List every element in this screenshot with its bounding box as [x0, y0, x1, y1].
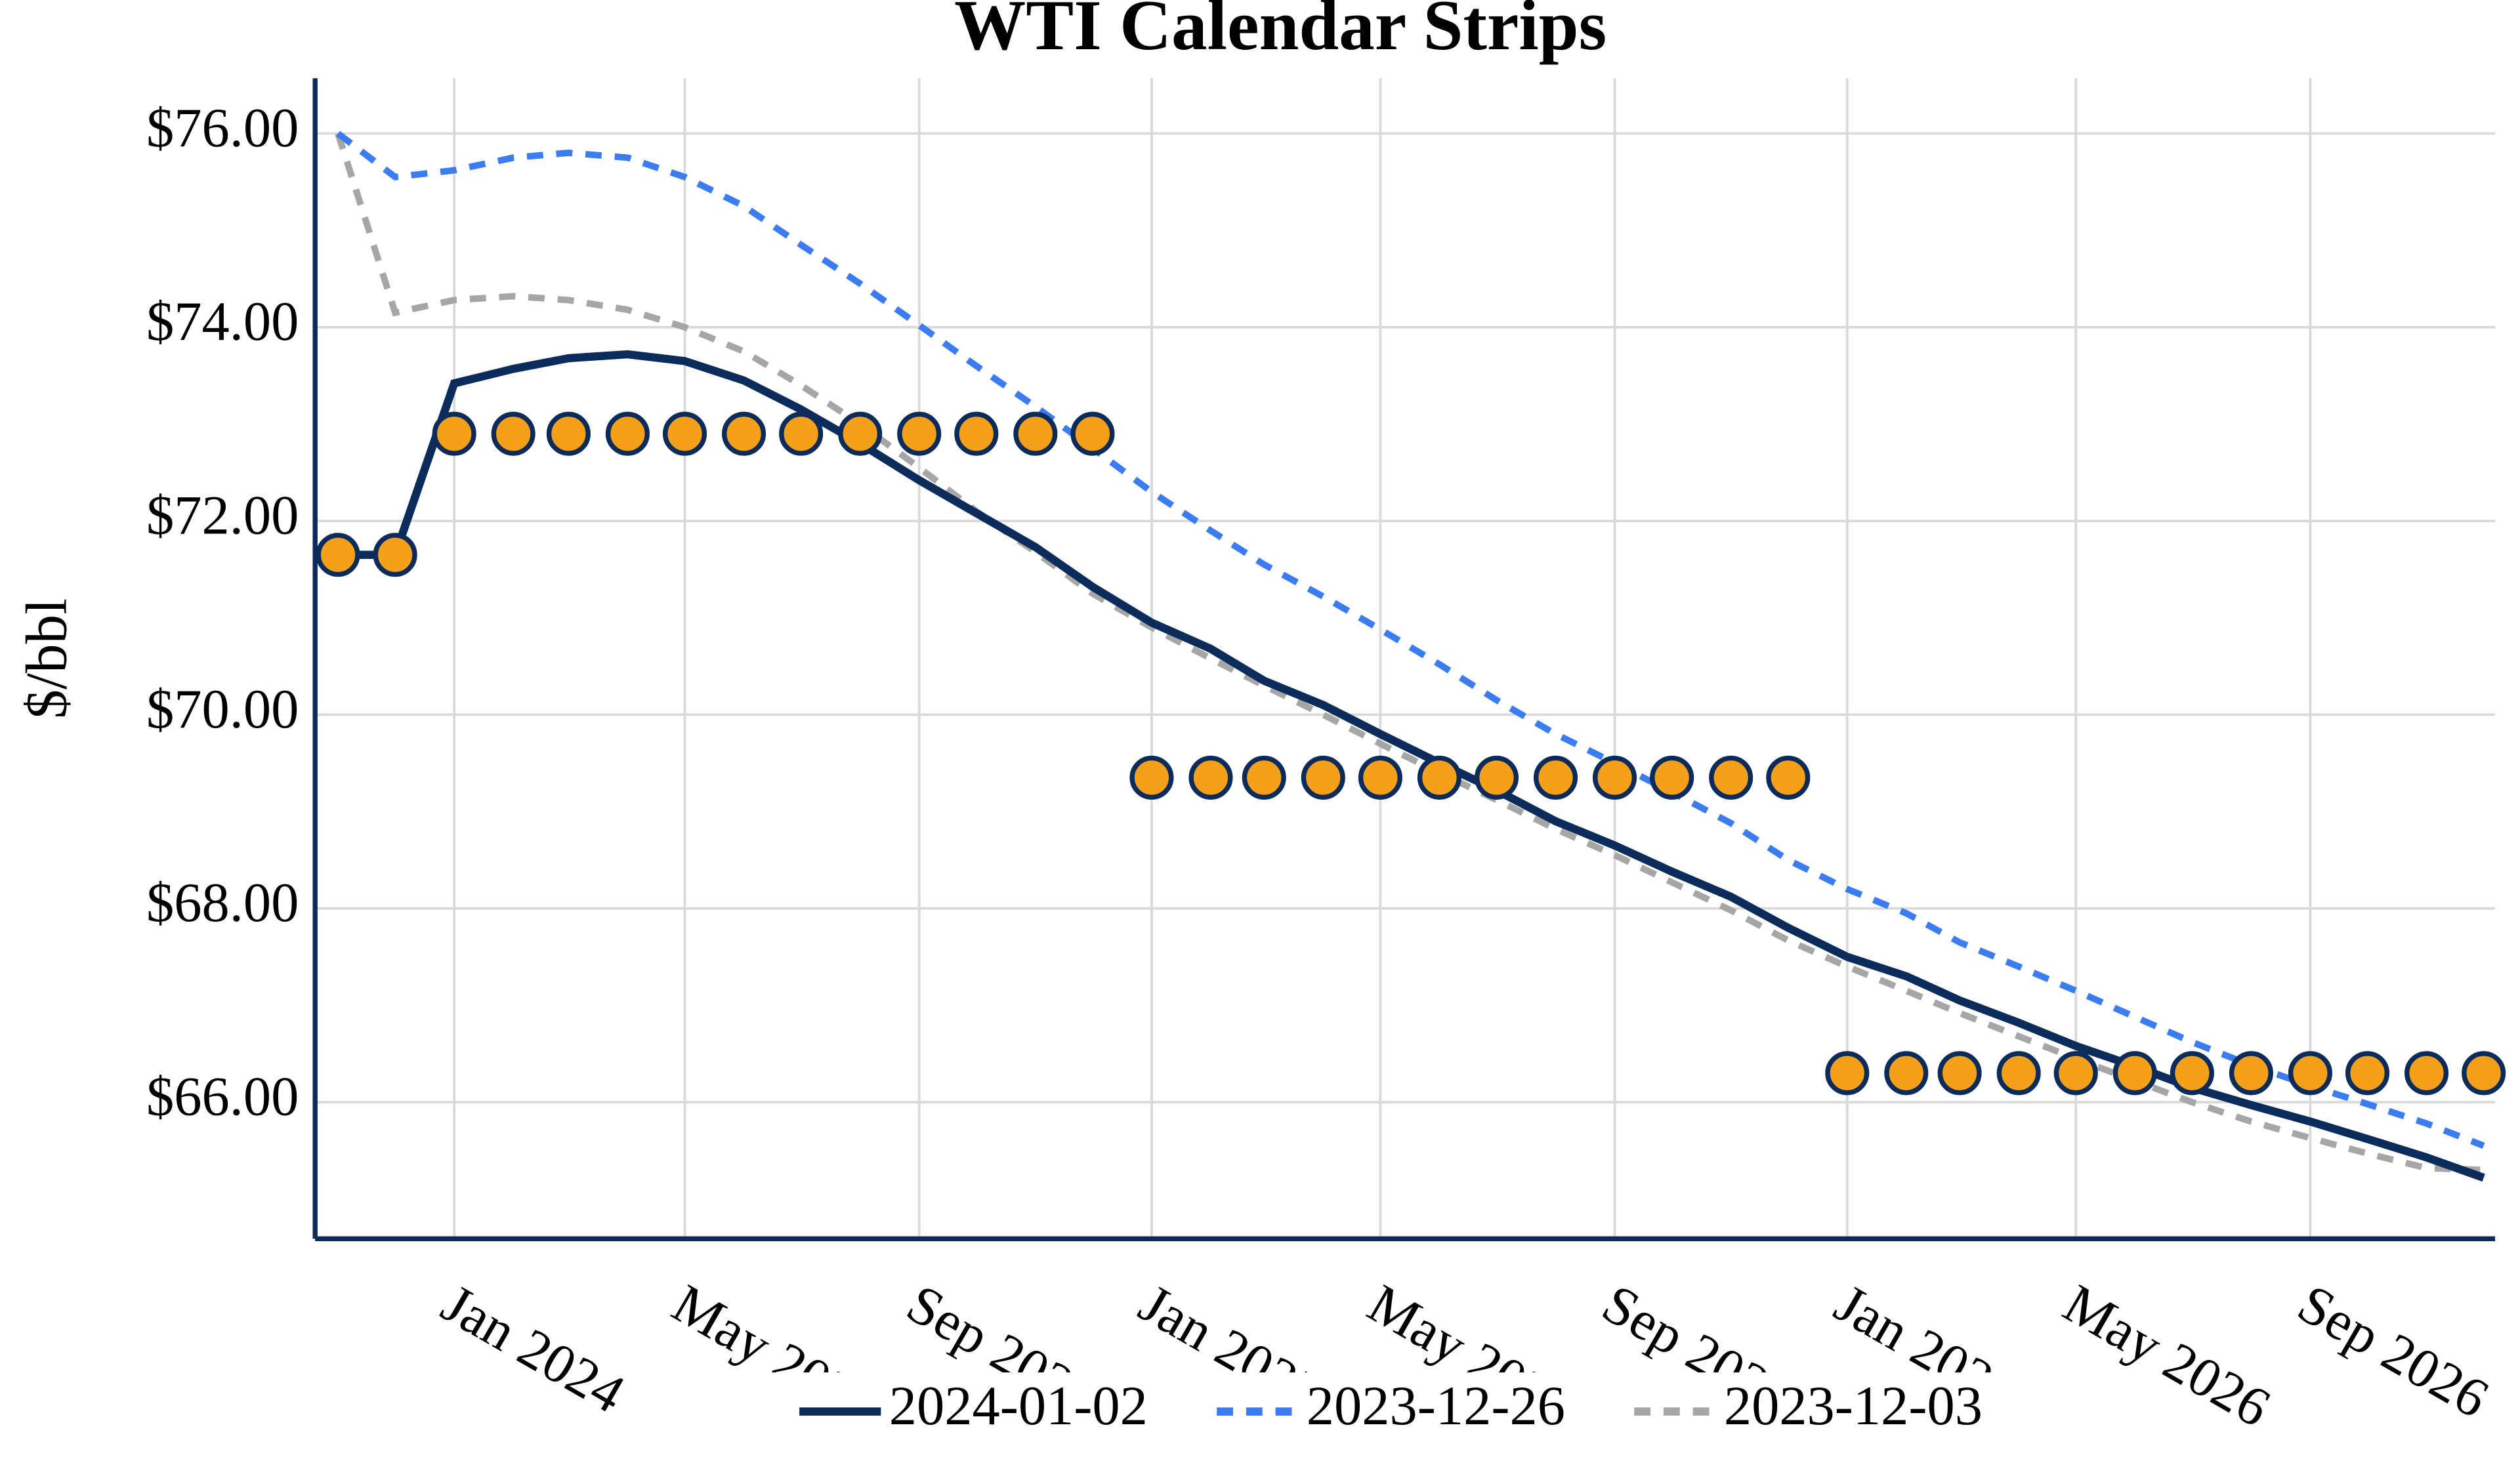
strip-marker — [1242, 755, 1286, 800]
strip-marker — [373, 533, 417, 577]
x-tick-label: Jan 2024 — [432, 1273, 635, 1425]
strip-marker — [316, 533, 360, 577]
strip-marker — [779, 411, 824, 456]
strip-marker — [2462, 1051, 2506, 1096]
y-tick-label: $74.00 — [146, 291, 299, 352]
y-tick-label: $66.00 — [146, 1066, 299, 1127]
y-axis-label: $/bbl — [14, 598, 79, 719]
y-tick-label: $68.00 — [146, 873, 299, 934]
strip-marker — [1825, 1051, 1870, 1096]
strip-marker — [721, 411, 766, 456]
strip-marker — [2288, 1051, 2332, 1096]
legend-label: 2023-12-26 — [1307, 1376, 1565, 1437]
strip-marker — [491, 411, 536, 456]
legend-label: 2023-12-03 — [1724, 1376, 1983, 1437]
strip-marker — [1070, 411, 1115, 456]
strip-marker — [1417, 755, 1461, 800]
strip-marker — [2404, 1051, 2449, 1096]
x-tick-label: Sep 2026 — [2288, 1273, 2498, 1429]
strip-marker — [1937, 1051, 1982, 1096]
strip-marker — [2170, 1051, 2214, 1096]
y-tick-label: $76.00 — [146, 98, 299, 159]
strip-marker — [432, 411, 476, 456]
strip-marker — [2053, 1051, 2098, 1096]
strip-marker — [2229, 1051, 2273, 1096]
series-line — [338, 350, 2485, 1182]
y-tick-label: $72.00 — [146, 485, 299, 546]
series-line — [335, 132, 2484, 1174]
strip-marker — [954, 411, 999, 456]
strip-marker — [605, 411, 650, 456]
strip-marker — [1474, 755, 1519, 800]
strip-marker — [662, 411, 707, 456]
strip-marker — [1013, 411, 1058, 456]
strip-marker — [838, 411, 883, 456]
strip-marker — [2345, 1051, 2390, 1096]
strip-marker — [897, 411, 942, 456]
strip-marker — [1996, 1051, 2041, 1096]
strip-marker — [1533, 755, 1578, 800]
series-line — [336, 131, 2485, 1149]
strip-marker — [1188, 755, 1233, 800]
legend-label: 2024-01-02 — [889, 1376, 1148, 1437]
strip-marker — [1129, 755, 1174, 800]
strip-marker — [2112, 1051, 2157, 1096]
chart-title: WTI Calendar Strips — [954, 0, 1606, 65]
y-tick-label: $70.00 — [146, 679, 299, 740]
x-tick-label: May 2026 — [2053, 1273, 2280, 1439]
strip-marker — [1650, 755, 1694, 800]
strip-marker — [1884, 1051, 1929, 1096]
strip-marker — [1592, 755, 1637, 800]
strip-marker — [1709, 755, 1754, 800]
strip-marker — [1301, 755, 1345, 800]
strip-marker — [546, 411, 591, 456]
strip-marker — [1358, 755, 1402, 800]
legend-background — [766, 1372, 2055, 1454]
strip-marker — [1766, 755, 1811, 800]
